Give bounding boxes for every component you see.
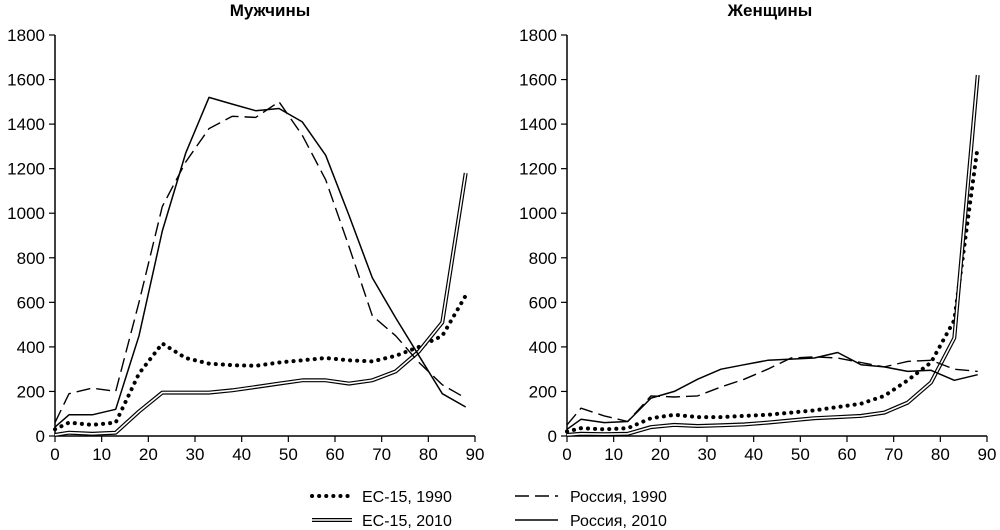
series-line-ес-15-2010-outer [566,74,980,437]
y-tick-label: 1400 [7,115,45,134]
x-tick-label: 60 [838,445,857,464]
y-tick-label: 200 [529,382,557,401]
y-tick-label: 600 [529,293,557,312]
chart-title: Женщины [727,1,813,20]
series-line-россия-1990 [54,101,467,423]
x-ticks: 0 10 20 30 40 50 60 70 80 90 [562,436,996,464]
series-line-ес-15-2010 [566,74,980,437]
x-tick-label: 20 [651,445,670,464]
x-tick-label: 20 [139,445,158,464]
y-tick-label: 0 [36,427,45,446]
y-tick-label: 1400 [519,115,557,134]
x-tick-label: 30 [698,445,717,464]
chart-panel-women: Женщины 02004006008001000120014001600180… [519,1,996,464]
legend-label: ЕС-15, 2010 [362,513,452,530]
series-line-ес-15-2010-inner [54,172,467,436]
y-tick-label: 1800 [7,26,45,45]
y-tick-label: 1200 [519,160,557,179]
y-tick-label: 600 [17,293,45,312]
x-tick-label: 40 [744,445,763,464]
y-tick-label: 1000 [7,204,45,223]
legend-item-eu15-2010: ЕС-15, 2010 [312,513,452,530]
x-tick-label: 30 [186,445,205,464]
x-tick-label: 50 [279,445,298,464]
chart-title: Мужчины [230,1,311,20]
x-tick-label: 90 [978,445,997,464]
x-tick-label: 70 [372,445,391,464]
chart-panel-men: Мужчины 02004006008001000120014001600180… [7,1,484,464]
y-ticks: 0 200 400 600 800 1000 1200 1400 1600 1800 [519,26,567,446]
series-layer [565,74,980,437]
series-line-ес-15-2010 [54,172,468,437]
y-tick-label: 400 [529,338,557,357]
x-tick-label: 60 [326,445,345,464]
x-tick-label: 10 [92,445,111,464]
x-tick-label: 0 [562,445,571,464]
y-tick-label: 1000 [519,204,557,223]
legend: ЕС-15, 1990 Россия, 1990 ЕС-15, 2010 Рос… [310,489,667,530]
x-tick-label: 50 [791,445,810,464]
y-tick-label: 1600 [519,71,557,90]
x-tick-label: 80 [419,445,438,464]
x-tick-label: 0 [50,445,59,464]
y-tick-label: 1800 [519,26,557,45]
x-ticks: 0 10 20 30 40 50 60 70 80 90 [50,436,484,464]
legend-label: ЕС-15, 1990 [362,489,452,506]
y-ticks: 0 200 400 600 800 1000 1200 1400 1600 1800 [7,26,55,446]
legend-item-russia-2010: Россия, 2010 [515,513,667,530]
legend-label: Россия, 2010 [570,513,667,530]
series-line-россия-1990 [566,356,978,426]
legend-item-eu15-1990: ЕС-15, 1990 [310,489,452,506]
series-layer [53,96,468,437]
y-tick-label: 800 [529,249,557,268]
legend-label: Россия, 1990 [570,489,667,506]
series-line-ес-15-1990 [53,293,468,432]
y-tick-label: 200 [17,382,45,401]
series-line-ес-15-1990 [565,144,980,434]
x-tick-label: 10 [604,445,623,464]
series-line-ес-15-2010-outer [54,172,468,437]
y-tick-label: 1200 [7,160,45,179]
y-tick-label: 1600 [7,71,45,90]
y-tick-label: 0 [548,427,557,446]
series-line-россия-2010 [566,351,978,430]
series-line-россия-2010 [54,96,467,428]
y-tick-label: 800 [17,249,45,268]
x-tick-label: 70 [884,445,903,464]
y-tick-label: 400 [17,338,45,357]
x-tick-label: 90 [466,445,485,464]
x-tick-label: 80 [931,445,950,464]
series-line-ес-15-2010-inner [566,75,979,436]
legend-item-russia-1990: Россия, 1990 [515,489,667,506]
x-tick-label: 40 [232,445,251,464]
